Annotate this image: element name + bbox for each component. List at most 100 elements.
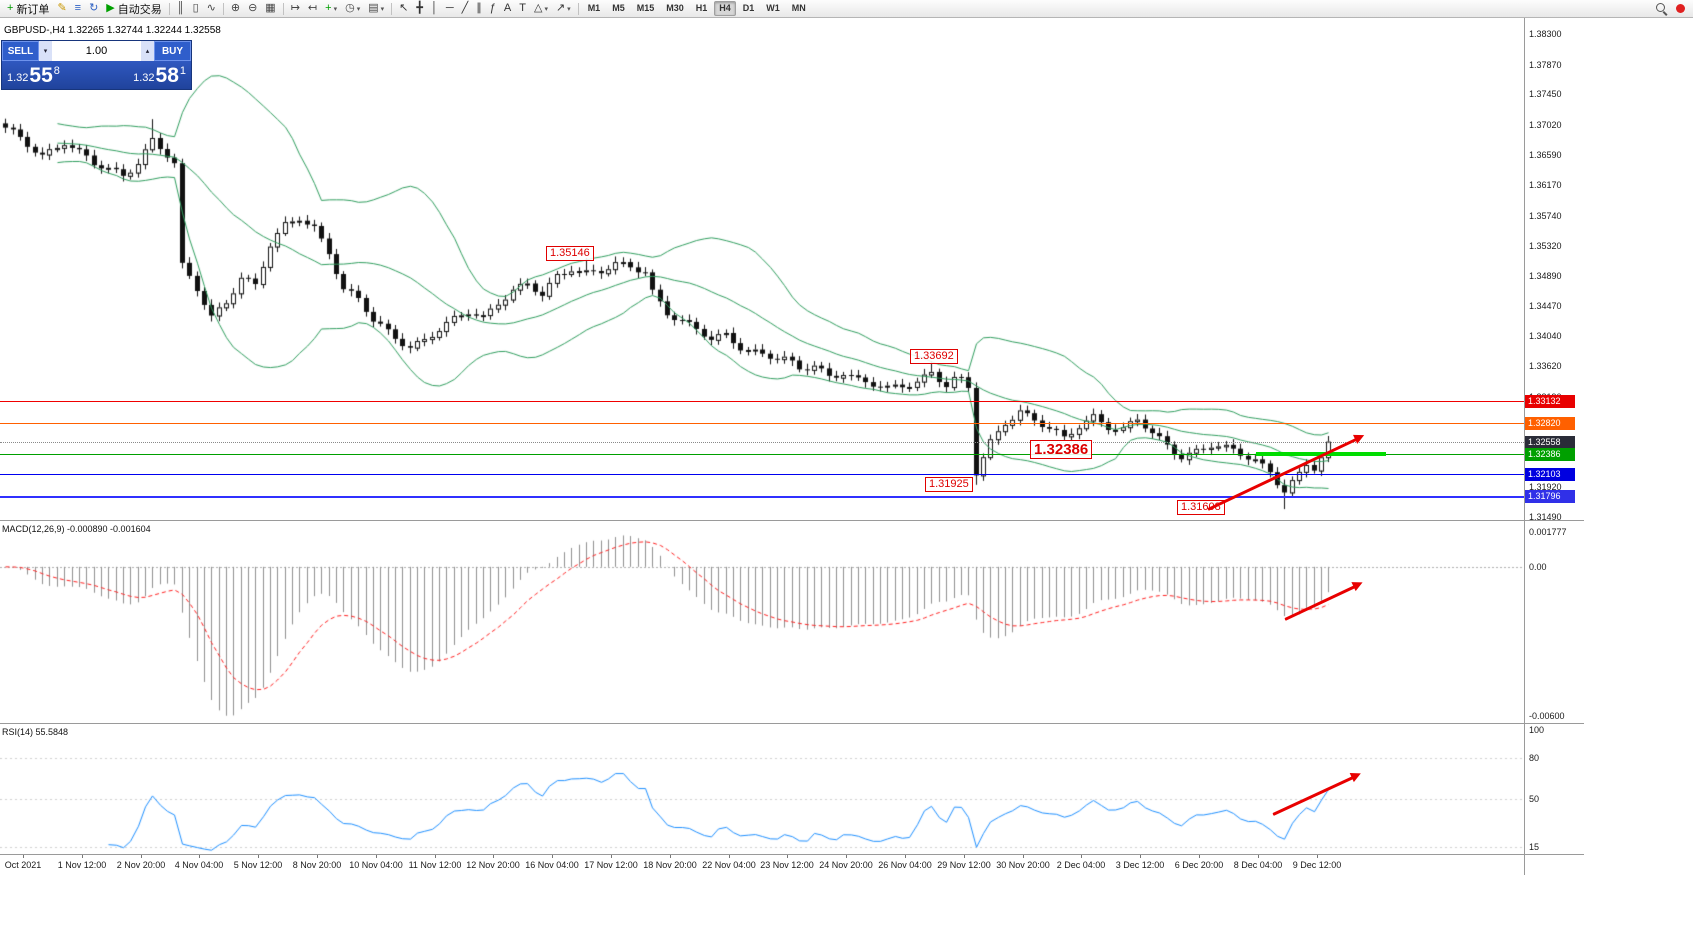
timeframe-h4[interactable]: H4 [714, 1, 736, 16]
price-level-line [0, 496, 1524, 498]
panel-separator[interactable] [0, 723, 1584, 724]
price-tick-label: 1.36590 [1529, 150, 1562, 160]
sell-button[interactable]: SELL [2, 41, 39, 61]
price-level-line [0, 474, 1524, 475]
time-axis-label: 8 Dec 04:00 [1233, 860, 1283, 870]
macd-panel: MACD(12,26,9) -0.000890 -0.001604 [0, 521, 1524, 723]
time-axis-label: 24 Nov 20:00 [819, 860, 873, 870]
horizontal-line-icon: ─ [445, 2, 454, 14]
text-label-button[interactable]: T [516, 1, 529, 16]
time-axis-tick [435, 855, 436, 858]
periods-button[interactable]: ◷ ▾ [342, 1, 363, 16]
zoom-out-button[interactable]: ⊖ [245, 1, 260, 16]
toolbar: + 新订单 ✎ ≡ ↻ ▶ 自动交易 ║ ▯ ∿ ⊕ ⊖ ▦ ↦ ↤ + ▾ ◷ ▾ ▤ ▾ ↖ ╋ │ ─ ╱ ∥ ƒ A T △ ▾ ↗ ▾ M… [0, 0, 1693, 18]
indicators-plus-icon: + [325, 2, 332, 14]
vertical-line-button[interactable]: │ [428, 1, 441, 16]
arrows-button[interactable]: ↗ ▾ [553, 1, 574, 16]
timeframe-w1[interactable]: W1 [766, 3, 780, 13]
price-level-line [0, 454, 1524, 455]
indicators-button[interactable]: + ▾ [322, 1, 340, 16]
price-tick-label: 1.37450 [1529, 89, 1562, 99]
channel-button[interactable]: ∥ [473, 1, 485, 16]
rsi-axis-label: 100 [1529, 725, 1545, 735]
time-axis-tick [1140, 855, 1141, 858]
tile-windows-icon: ▦ [265, 2, 276, 14]
time-axis-tick [23, 855, 24, 858]
price-tag: 1.32103 [1525, 468, 1575, 481]
price-chart-canvas[interactable] [0, 18, 1524, 520]
templates-button[interactable]: ▤ ▾ [365, 1, 387, 16]
time-axis-tick [1023, 855, 1024, 858]
dropdown-caret-icon: ▾ [567, 5, 571, 13]
buy-button[interactable]: BUY [154, 41, 191, 61]
search-icon[interactable] [1655, 2, 1668, 15]
buy-price-prefix: 1.32 [133, 72, 155, 84]
autotrading-button[interactable]: ▶ 自动交易 [103, 1, 164, 16]
time-axis-label: 12 Nov 20:00 [466, 860, 520, 870]
bar-chart-button[interactable]: ║ [174, 1, 188, 16]
panel-separator[interactable] [0, 854, 1584, 855]
price-tag: 1.31796 [1525, 490, 1575, 503]
arrow-object-icon: ↗ [555, 2, 566, 14]
pencil-icon: ✎ [57, 2, 67, 14]
line-chart-button[interactable]: ∿ [204, 1, 219, 16]
timeframe-m15[interactable]: M15 [636, 3, 655, 13]
crosshair-button[interactable]: ╋ [413, 1, 426, 16]
volume-up-icon[interactable]: ▴ [141, 41, 154, 61]
fibonacci-button[interactable]: ƒ [487, 1, 499, 16]
tile-windows-button[interactable]: ▦ [262, 1, 278, 16]
buy-price[interactable]: 1.32 58 1 [133, 65, 186, 86]
time-axis-label: 16 Nov 04:00 [525, 860, 579, 870]
price-tick-label: 1.34040 [1529, 331, 1562, 341]
shapes-button[interactable]: △ ▾ [531, 1, 551, 16]
sell-price-sup: 8 [53, 65, 60, 77]
panel-separator[interactable] [0, 520, 1584, 521]
one-click-trading-widget: SELL ▾ ▴ BUY 1.32 55 8 1.32 58 1 [1, 40, 192, 90]
zoom-in-icon: ⊕ [230, 2, 241, 14]
new-order-button-label: 新订单 [16, 3, 50, 16]
price-annotation: 1.31925 [925, 477, 973, 492]
trendline-button[interactable]: ╱ [459, 1, 472, 16]
chart-shift-button[interactable]: ↤ [305, 1, 320, 16]
zoom-in-button[interactable]: ⊕ [228, 1, 243, 16]
horizontal-line-button[interactable]: ─ [443, 1, 457, 16]
toolbar-separator [168, 2, 170, 15]
metaeditor-button[interactable]: ✎ [54, 1, 69, 16]
market-watch-button[interactable]: ≡ [72, 1, 84, 16]
new-order-button[interactable]: + 新订单 [4, 1, 52, 16]
refresh-icon: ↻ [89, 2, 99, 14]
volume-down-icon[interactable]: ▾ [39, 41, 52, 61]
timeframe-mn[interactable]: MN [791, 3, 806, 13]
price-annotation: 1.31608 [1177, 500, 1225, 515]
rsi-axis-label: 15 [1529, 842, 1540, 852]
timeframe-h1[interactable]: H1 [695, 3, 708, 13]
price-tick-label: 1.34890 [1529, 271, 1562, 281]
price-tick-label: 1.35740 [1529, 211, 1562, 221]
volume-input[interactable] [52, 41, 141, 61]
timeframe-m1[interactable]: M1 [587, 3, 601, 13]
refresh-button[interactable]: ↻ [86, 1, 101, 16]
buy-price-sup: 1 [179, 65, 186, 77]
candlestick-chart-button[interactable]: ▯ [190, 1, 202, 16]
sell-price-prefix: 1.32 [7, 72, 29, 84]
rsi-canvas[interactable] [0, 724, 1524, 854]
macd-canvas[interactable] [0, 521, 1524, 723]
toolbar-separator [577, 2, 579, 15]
timeframe-d1[interactable]: D1 [742, 3, 755, 13]
line-chart-icon: ∿ [206, 2, 216, 14]
time-axis-tick [317, 855, 318, 858]
time-axis-tick [964, 855, 965, 858]
time-axis-label: 22 Nov 04:00 [702, 860, 756, 870]
rsi-axis-label: 50 [1529, 794, 1540, 804]
auto-scroll-button[interactable]: ↦ [288, 1, 303, 16]
price-tag: 1.32386 [1525, 448, 1575, 461]
cursor-button[interactable]: ↖ [396, 1, 411, 16]
timeframe-m5[interactable]: M5 [612, 3, 625, 13]
price-level-line [0, 442, 1524, 443]
text-button[interactable]: A [501, 1, 514, 16]
time-axis-tick [611, 855, 612, 858]
price-annotation: 1.33692 [910, 349, 958, 364]
sell-price[interactable]: 1.32 55 8 [7, 65, 60, 86]
timeframe-m30[interactable]: M30 [666, 3, 684, 13]
time-axis-label: 5 Nov 12:00 [233, 860, 283, 870]
